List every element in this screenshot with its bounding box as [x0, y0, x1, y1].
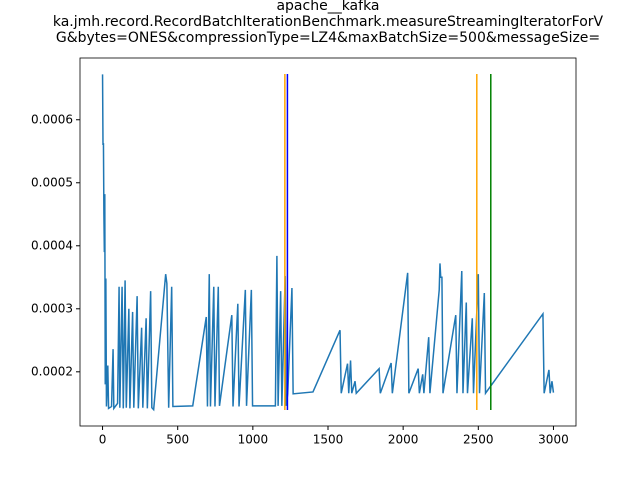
x-tick-label: 500	[166, 433, 189, 447]
chart-title: ka.jmh.record.RecordBatchIterationBenchm…	[53, 14, 604, 30]
y-tick-label: 0.0003	[31, 301, 73, 315]
chart-title: apache__kafka	[276, 0, 379, 14]
y-tick-label: 0.0006	[31, 112, 73, 126]
x-tick-label: 1000	[238, 433, 269, 447]
x-tick-label: 2500	[463, 433, 494, 447]
y-tick-label: 0.0005	[31, 175, 73, 189]
x-tick-label: 3000	[538, 433, 569, 447]
x-tick-label: 2000	[388, 433, 419, 447]
chart-title: G&bytes=ONES&compressionType=LZ4&maxBatc…	[56, 30, 600, 46]
data-line	[101, 74, 555, 412]
y-tick-label: 0.0004	[31, 238, 73, 252]
y-tick-label: 0.0002	[31, 364, 73, 378]
x-tick-label: 0	[99, 433, 107, 447]
x-tick-label: 1500	[313, 433, 344, 447]
